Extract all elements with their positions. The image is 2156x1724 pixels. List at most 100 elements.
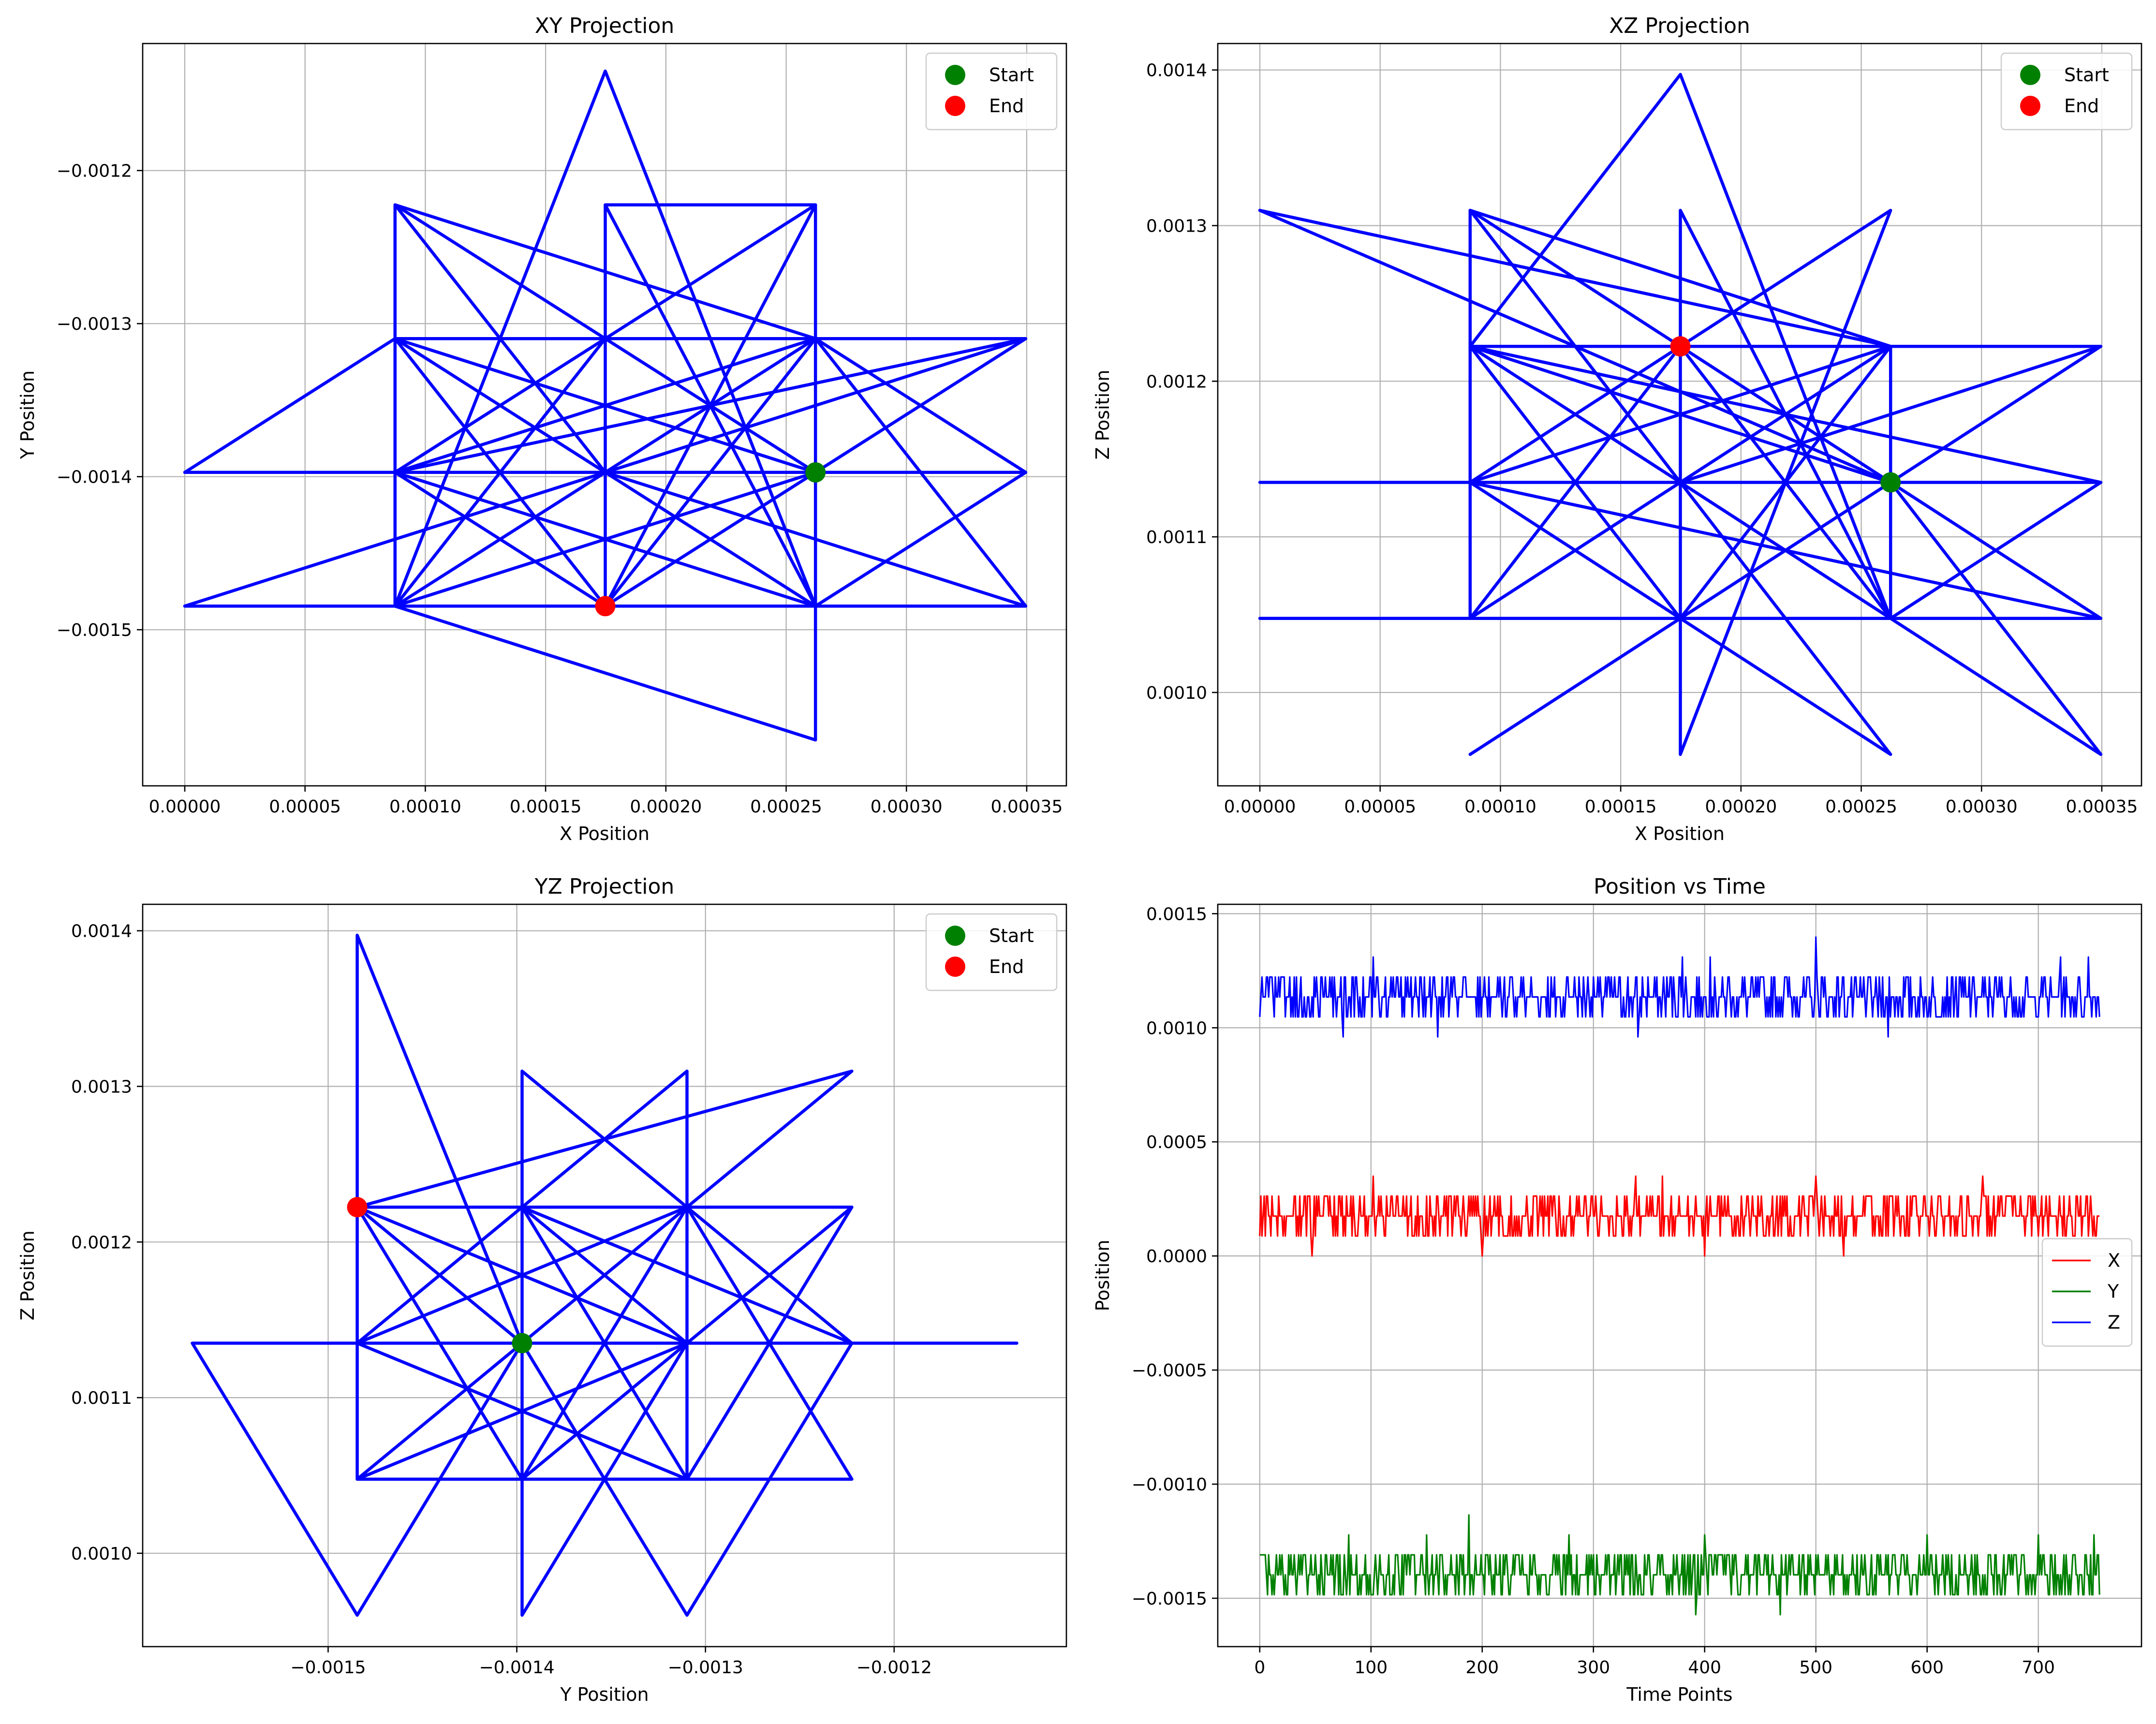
y-tick-label: 0.0013 bbox=[1146, 217, 1207, 236]
x-tick-label: 200 bbox=[1465, 1658, 1499, 1678]
x-axis-label: X Position bbox=[560, 823, 650, 844]
x-tick-label: 0.00010 bbox=[389, 797, 461, 817]
legend-box bbox=[2041, 1238, 2133, 1347]
plot-area bbox=[1259, 936, 2100, 1616]
y-tick-label: 0.0011 bbox=[1146, 528, 1207, 547]
chart-title: XZ Projection bbox=[1609, 14, 1750, 38]
y-tick-label: 0.0014 bbox=[1146, 61, 1207, 81]
x-axis-label: X Position bbox=[1635, 823, 1725, 844]
y-tick-label: −0.0015 bbox=[57, 620, 132, 640]
x-tick-label: 0.00025 bbox=[750, 797, 822, 817]
y-tick-label: −0.0005 bbox=[1132, 1361, 1207, 1381]
y-tick-label: 0.0000 bbox=[1146, 1247, 1207, 1267]
chart-1: 0.00000 0.00005 0.00010 0.00015 0.00020 0.000… bbox=[17, 14, 1067, 844]
y-tick-label: 0.0012 bbox=[71, 1233, 132, 1252]
plot-area bbox=[191, 933, 1019, 1617]
x-tick-label: 0.00035 bbox=[990, 797, 1063, 817]
legend-label-start: Start bbox=[2064, 64, 2109, 86]
y-tick-label: −0.0010 bbox=[1132, 1475, 1207, 1495]
y-tick-label: 0.0010 bbox=[1146, 683, 1207, 703]
x-axis-label: Y Position bbox=[560, 1684, 649, 1705]
y-axis-label: Z Position bbox=[1092, 369, 1113, 459]
y-tick-label: −0.0013 bbox=[57, 314, 132, 334]
x-tick-label: 100 bbox=[1354, 1658, 1388, 1678]
x-tick-label: 0.00000 bbox=[1224, 797, 1296, 817]
legend-label-end: End bbox=[989, 956, 1024, 977]
x-tick-label: 0.00000 bbox=[149, 797, 221, 817]
legend: XYZ bbox=[2041, 1238, 2133, 1347]
start-marker bbox=[1880, 472, 1901, 493]
y-axis-label: Position bbox=[1092, 1240, 1113, 1311]
x-tick-label: 0.00030 bbox=[1946, 797, 2018, 817]
x-tick-label: 0.00030 bbox=[871, 797, 943, 817]
plot-area bbox=[1258, 73, 2103, 756]
legend-swatch-end bbox=[945, 96, 965, 116]
legend: Start End bbox=[2000, 52, 2133, 131]
y-tick-label: 0.0011 bbox=[71, 1388, 132, 1408]
trajectory-line bbox=[183, 69, 1028, 742]
x-tick-label: 300 bbox=[1577, 1658, 1610, 1678]
x-axis-label: Time Points bbox=[1626, 1684, 1732, 1705]
start-marker bbox=[805, 462, 826, 483]
series-line-x bbox=[1259, 1175, 2100, 1257]
x-tick-label: 0.00020 bbox=[1705, 797, 1777, 817]
y-tick-label: 0.0010 bbox=[71, 1544, 132, 1564]
end-marker bbox=[595, 596, 616, 617]
x-tick-label: 0.00025 bbox=[1825, 797, 1897, 817]
x-tick-label: 700 bbox=[2022, 1658, 2055, 1678]
y-tick-label: 0.0012 bbox=[1146, 372, 1207, 392]
y-tick-label: 0.0010 bbox=[1146, 1018, 1207, 1038]
legend-swatch-start bbox=[945, 926, 965, 946]
legend-swatch-end bbox=[2020, 96, 2040, 116]
x-tick-label: 0.00020 bbox=[630, 797, 702, 817]
legend-label-z: Z bbox=[2108, 1312, 2120, 1333]
legend: Start End bbox=[925, 913, 1058, 991]
x-tick-label: 0 bbox=[1254, 1658, 1265, 1678]
end-marker bbox=[1670, 336, 1691, 357]
x-tick-label: 500 bbox=[1799, 1658, 1832, 1678]
axes-frame bbox=[142, 903, 1067, 1648]
plot-area bbox=[183, 69, 1028, 742]
legend-label-start: Start bbox=[989, 64, 1034, 86]
y-axis-label: Z Position bbox=[17, 1230, 38, 1320]
y-axis-label: Y Position bbox=[17, 370, 38, 459]
x-tick-label: −0.0015 bbox=[290, 1658, 366, 1678]
axes-frame bbox=[1217, 903, 2142, 1648]
x-tick-label: −0.0013 bbox=[668, 1658, 743, 1678]
legend-swatch-start bbox=[2020, 65, 2040, 85]
series-line-z bbox=[1259, 936, 2100, 1038]
legend: Start End bbox=[925, 52, 1058, 131]
legend-label-x: X bbox=[2108, 1250, 2120, 1271]
x-tick-label: 0.00015 bbox=[1585, 797, 1657, 817]
legend-label-end: End bbox=[989, 95, 1024, 117]
y-tick-label: −0.0012 bbox=[57, 162, 132, 181]
trajectory-line bbox=[1258, 73, 2103, 756]
y-tick-label: −0.0014 bbox=[57, 468, 132, 487]
x-tick-label: 0.00010 bbox=[1464, 797, 1536, 817]
start-marker bbox=[512, 1333, 532, 1354]
axes-frame bbox=[1217, 43, 2142, 787]
chart-title: YZ Projection bbox=[534, 874, 675, 899]
x-tick-label: 0.00035 bbox=[2066, 797, 2138, 817]
y-tick-label: 0.0015 bbox=[1146, 904, 1207, 924]
legend-swatch-start bbox=[945, 65, 965, 85]
chart-title: Position vs Time bbox=[1594, 874, 1766, 899]
y-tick-label: −0.0015 bbox=[1132, 1589, 1207, 1609]
x-tick-label: 0.00005 bbox=[269, 797, 341, 817]
x-tick-label: −0.0012 bbox=[856, 1658, 932, 1678]
x-tick-label: −0.0014 bbox=[479, 1658, 555, 1678]
x-tick-label: 400 bbox=[1688, 1658, 1721, 1678]
x-tick-label: 0.00005 bbox=[1344, 797, 1416, 817]
trajectory-line bbox=[191, 933, 1019, 1617]
chart-3: −0.0015 −0.0014 −0.0013 −0.0012 0.0010 0.0011… bbox=[17, 874, 1067, 1705]
y-tick-label: 0.0014 bbox=[71, 922, 132, 942]
legend-label-end: End bbox=[2064, 95, 2099, 117]
end-marker bbox=[347, 1197, 368, 1218]
chart-title: XY Projection bbox=[535, 14, 675, 38]
y-tick-label: 0.0005 bbox=[1146, 1133, 1207, 1152]
series-line-y bbox=[1259, 1514, 2100, 1616]
chart-4: 0 100 200 300 400 500 600 700 0.0015 0.0010 0.0005… bbox=[1092, 874, 2142, 1705]
chart-2: 0.00000 0.00005 0.00010 0.00015 0.00020 0.000… bbox=[1092, 14, 2142, 844]
